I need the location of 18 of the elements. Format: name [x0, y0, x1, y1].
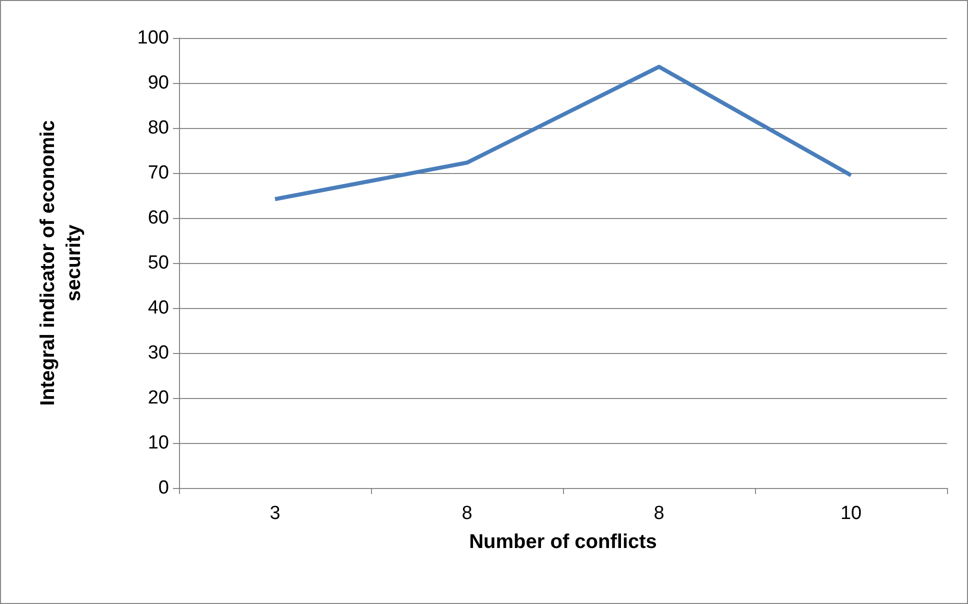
y-tick-label: 20	[148, 388, 169, 408]
x-axis-title: Number of conflicts	[469, 531, 657, 553]
x-tick-label: 8	[654, 503, 664, 524]
y-tick-label: 100	[137, 28, 169, 48]
y-tick-label: 30	[148, 342, 169, 364]
y-tick-label: 60	[148, 208, 169, 228]
y-tick-label: 10	[148, 432, 169, 454]
line-series	[273, 64, 853, 202]
y-axis-title: Integral indicator of economic security	[37, 120, 85, 406]
y-tick-label: 80	[148, 118, 169, 138]
y-tick-label: 0	[158, 478, 169, 498]
y-tick-label: 70	[148, 162, 169, 184]
y-tick-label: 40	[148, 298, 169, 318]
x-tick-label: 10	[840, 503, 862, 524]
x-tick-label: 8	[462, 503, 472, 524]
y-tick-label: 90	[148, 72, 169, 94]
x-tick-label: 3	[270, 503, 280, 524]
y-tick-label: 50	[148, 252, 169, 274]
